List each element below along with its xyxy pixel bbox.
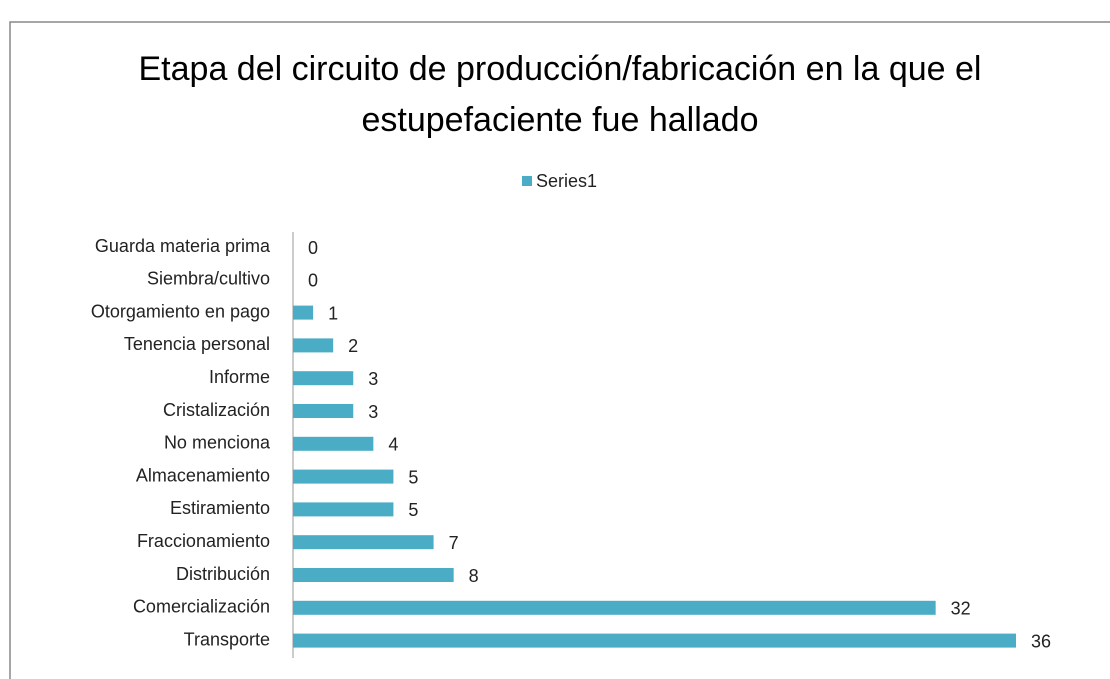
value-label: 5 <box>408 500 418 520</box>
y-tick-label: Distribución <box>176 564 270 584</box>
y-tick-label: Estiramiento <box>170 498 270 518</box>
y-tick-label: Cristalización <box>163 400 270 420</box>
value-label: 4 <box>388 435 398 455</box>
chart-frame <box>9 21 1110 679</box>
value-label: 1 <box>328 303 338 323</box>
value-label: 36 <box>1031 631 1051 651</box>
y-tick-label: Guarda materia prima <box>95 236 271 256</box>
y-tick-label: No menciona <box>164 433 271 453</box>
y-tick-label: Transporte <box>184 629 270 649</box>
chart-title: Etapa del circuito de producción/fabrica… <box>138 50 982 139</box>
y-tick-label: Almacenamiento <box>136 465 270 485</box>
value-label: 2 <box>348 336 358 356</box>
bar <box>293 469 394 484</box>
value-label: 0 <box>308 238 318 258</box>
bar <box>293 404 354 418</box>
y-tick-label: Tenencia personal <box>124 334 270 354</box>
value-label: 3 <box>368 369 378 389</box>
bar <box>293 338 334 353</box>
value-label: 7 <box>449 533 459 553</box>
value-label: 32 <box>951 599 971 619</box>
bar <box>293 436 374 451</box>
y-tick-label: Comercialización <box>133 597 270 617</box>
bar <box>293 502 394 517</box>
y-tick-label: Otorgamiento en pago <box>91 301 270 321</box>
bar <box>293 535 434 550</box>
bar <box>293 568 454 582</box>
legend-label: Series1 <box>536 171 597 191</box>
bar <box>293 633 1016 648</box>
value-label: 5 <box>408 467 418 487</box>
y-tick-label: Fraccionamiento <box>137 531 270 551</box>
value-label: 0 <box>308 271 318 291</box>
y-tick-label: Informe <box>209 367 270 387</box>
value-label: 3 <box>368 402 378 422</box>
bar <box>293 371 354 386</box>
legend-swatch <box>522 176 532 186</box>
bar <box>293 600 936 615</box>
value-label: 8 <box>469 566 479 586</box>
bar <box>293 305 314 320</box>
y-tick-label: Siembra/cultivo <box>147 269 270 289</box>
